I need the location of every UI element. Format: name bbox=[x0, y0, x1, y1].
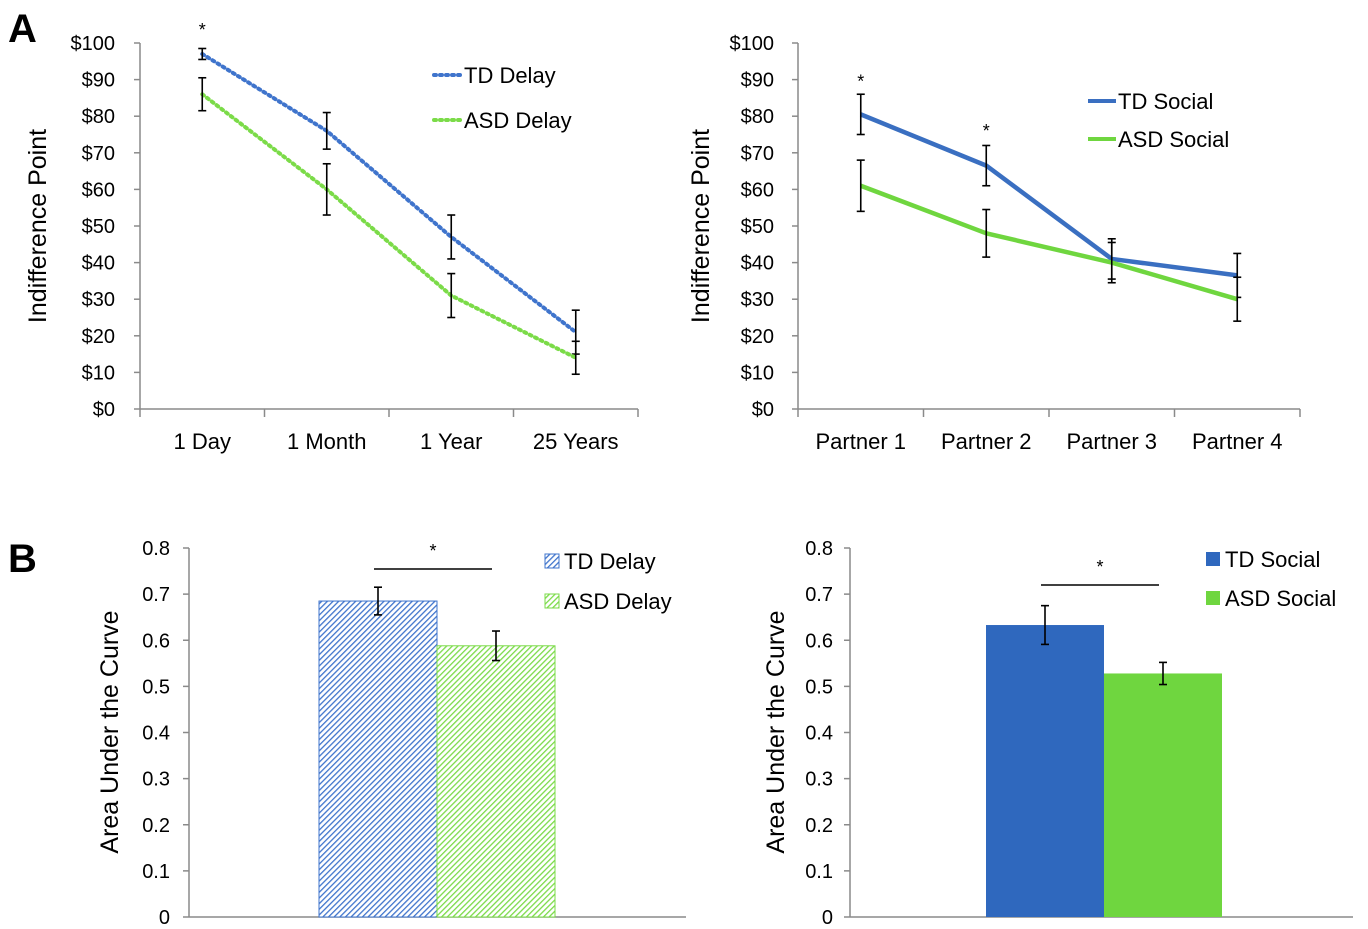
panel-label-b: B bbox=[8, 537, 37, 581]
social-line-legend-label-td-social: TD Social bbox=[1118, 89, 1213, 114]
social-line-y-tick-label: $20 bbox=[741, 326, 774, 348]
delay-line-y-tick-label: $20 bbox=[82, 326, 115, 348]
delay-bar-y-tick-label: 0.2 bbox=[142, 815, 170, 837]
delay-bar-y-tick-label: 0.5 bbox=[142, 676, 170, 698]
delay-line-y-tick-label: $90 bbox=[82, 70, 115, 92]
social-bar-legend-label-asd-social: ASD Social bbox=[1225, 586, 1336, 611]
social-line-y-tick-label: $90 bbox=[741, 70, 774, 92]
delay-bar-y-tick-label: 0.3 bbox=[142, 769, 170, 791]
delay-auc-bar-chart: 0 0.1 0.2 0.3 0.4 0.5 0.6 0.7 0.8 Area Under the … bbox=[96, 538, 686, 929]
social-line-y-tick-label: $100 bbox=[730, 33, 775, 55]
delay-bar-y-tick-label: 0.4 bbox=[142, 723, 170, 745]
delay-line-y-tick-label: $80 bbox=[82, 106, 115, 128]
social-line-y-tick-label: $80 bbox=[741, 106, 774, 128]
social-line-y-axis-title: Indifference Point bbox=[687, 129, 715, 323]
social-bar-y-tick-label: 0.2 bbox=[805, 815, 833, 837]
social-line-y-tick-label: $30 bbox=[741, 289, 774, 311]
delay-bar-legend-label-asd-delay: ASD Delay bbox=[564, 589, 672, 614]
delay-bar-y-tick-label: 0.8 bbox=[142, 538, 170, 560]
delay-line-chart: $0 $10 $20 $30 $40 $50 $60 $70 $80 $90 $100 Indiffe… bbox=[24, 20, 638, 454]
delay-line-x-tick-label: 25 Years bbox=[533, 429, 619, 454]
delay-line-y-tick-label: $60 bbox=[82, 179, 115, 201]
delay-line-x-tick-label: 1 Month bbox=[287, 429, 367, 454]
social-bar-legend-swatch-asd-social bbox=[1206, 591, 1220, 605]
delay-bar-bar-asd-delay bbox=[437, 646, 555, 917]
delay-line-y-tick-label: $0 bbox=[93, 399, 115, 421]
delay-bar-bar-td-delay bbox=[319, 601, 437, 917]
delay-line-y-tick-label: $70 bbox=[82, 143, 115, 165]
social-bar-y-tick-label: 0 bbox=[822, 907, 833, 929]
delay-line-series-asd-delay-line bbox=[202, 94, 576, 358]
delay-bar-legend-swatch-asd-delay bbox=[545, 594, 559, 608]
social-line-significance-star: * bbox=[857, 71, 864, 91]
delay-line-series-td-delay-line bbox=[202, 54, 576, 332]
social-line-x-tick-label: Partner 2 bbox=[941, 429, 1032, 454]
social-line-series-asd-social-line bbox=[861, 186, 1238, 299]
social-bar-y-tick-label: 0.6 bbox=[805, 630, 833, 652]
social-bar-significance-star: * bbox=[1096, 557, 1103, 577]
social-bar-y-tick-label: 0.8 bbox=[805, 538, 833, 560]
delay-line-y-tick-label: $50 bbox=[82, 216, 115, 238]
social-line-chart: $0 $10 $20 $30 $40 $50 $60 $70 $80 $90 $100 Indiffe… bbox=[687, 33, 1300, 454]
social-bar-y-axis-title: Area Under the Curve bbox=[762, 610, 790, 853]
delay-bar-y-tick-label: 0.7 bbox=[142, 584, 170, 606]
social-line-y-tick-label: $0 bbox=[752, 399, 774, 421]
social-line-y-tick-label: $10 bbox=[741, 362, 774, 384]
social-bar-bar-asd-social bbox=[1104, 673, 1222, 917]
social-bar-y-tick-label: 0.3 bbox=[805, 769, 833, 791]
delay-bar-y-tick-label: 0.1 bbox=[142, 861, 170, 883]
delay-bar-legend-label-td-delay: TD Delay bbox=[564, 549, 656, 574]
delay-bar-y-axis-title: Area Under the Curve bbox=[96, 610, 124, 853]
delay-line-y-tick-label: $40 bbox=[82, 253, 115, 275]
social-line-y-tick-label: $60 bbox=[741, 179, 774, 201]
delay-line-legend-label-asd-delay: ASD Delay bbox=[464, 108, 572, 133]
social-auc-bar-chart: 0 0.1 0.2 0.3 0.4 0.5 0.6 0.7 0.8 Area Under the … bbox=[762, 538, 1353, 929]
delay-bar-y-tick-label: 0.6 bbox=[142, 630, 170, 652]
social-line-significance-star: * bbox=[983, 121, 990, 141]
delay-bar-significance-star: * bbox=[429, 541, 436, 561]
delay-line-y-tick-label: $100 bbox=[71, 33, 116, 55]
delay-line-legend-label-td-delay: TD Delay bbox=[464, 63, 556, 88]
social-line-x-tick-label: Partner 1 bbox=[816, 429, 907, 454]
social-bar-y-tick-label: 0.4 bbox=[805, 723, 833, 745]
social-bar-y-tick-label: 0.5 bbox=[805, 676, 833, 698]
social-line-y-tick-label: $70 bbox=[741, 143, 774, 165]
delay-line-y-tick-label: $10 bbox=[82, 362, 115, 384]
delay-bar-y-tick-label: 0 bbox=[159, 907, 170, 929]
social-line-x-tick-label: Partner 4 bbox=[1192, 429, 1283, 454]
social-line-y-tick-label: $50 bbox=[741, 216, 774, 238]
social-bar-legend-label-td-social: TD Social bbox=[1225, 547, 1320, 572]
delay-bar-legend-swatch-td-delay bbox=[545, 554, 559, 568]
delay-line-x-tick-label: 1 Day bbox=[174, 429, 231, 454]
delay-line-y-tick-label: $30 bbox=[82, 289, 115, 311]
social-line-legend-label-asd-social: ASD Social bbox=[1118, 127, 1229, 152]
social-bar-bar-td-social bbox=[986, 625, 1104, 917]
social-bar-y-tick-label: 0.1 bbox=[805, 861, 833, 883]
delay-line-x-tick-label: 1 Year bbox=[420, 429, 482, 454]
delay-line-significance-star: * bbox=[199, 20, 206, 40]
panel-label-a: A bbox=[8, 7, 37, 51]
delay-line-y-axis-title: Indifference Point bbox=[24, 129, 52, 323]
social-bar-y-tick-label: 0.7 bbox=[805, 584, 833, 606]
social-bar-legend-swatch-td-social bbox=[1206, 552, 1220, 566]
social-line-y-tick-label: $40 bbox=[741, 253, 774, 275]
social-line-x-tick-label: Partner 3 bbox=[1067, 429, 1158, 454]
